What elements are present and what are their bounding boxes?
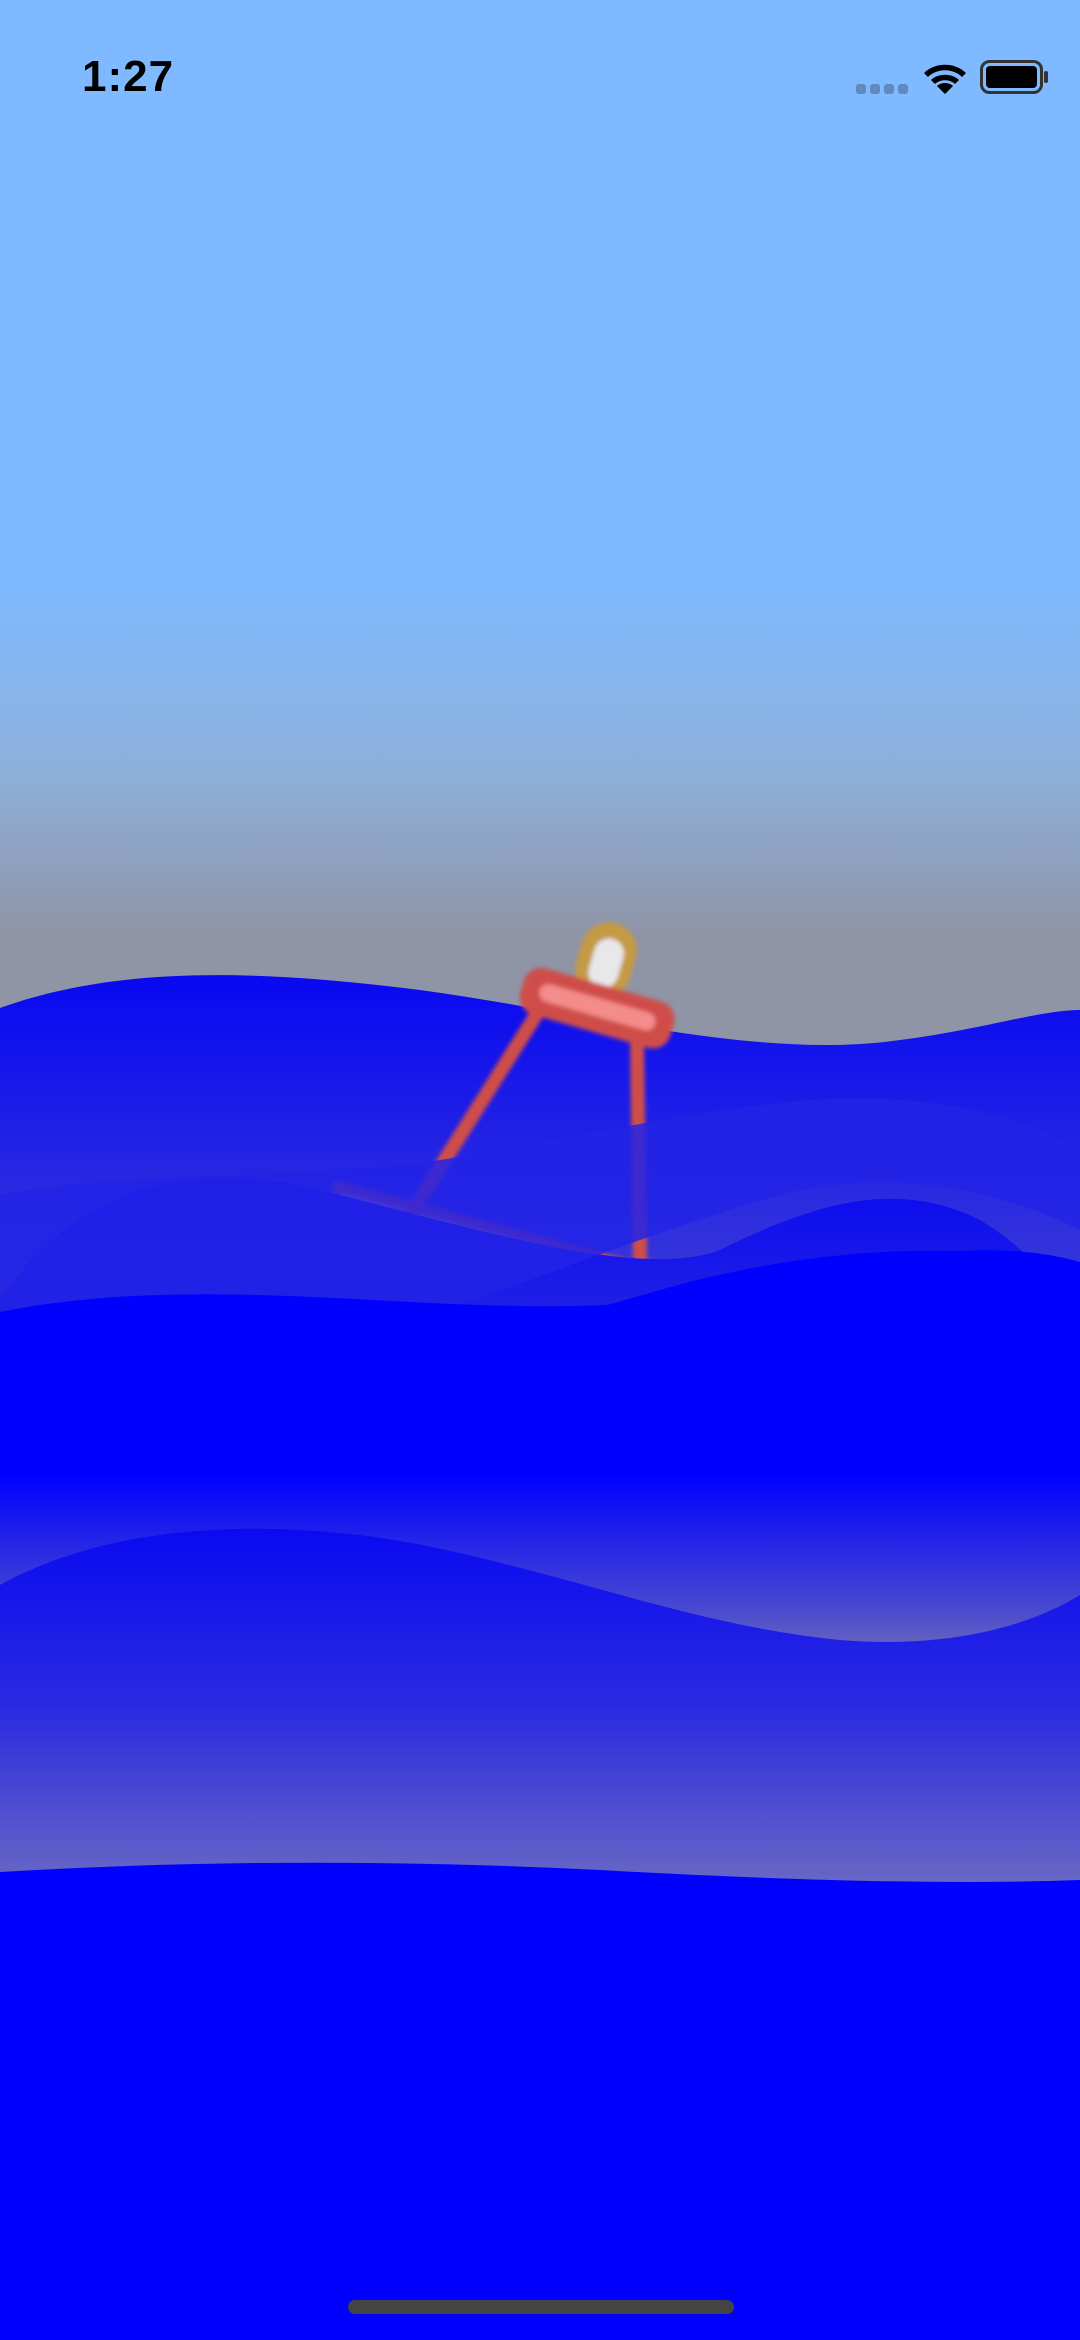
status-bar: 1:27 [0,0,1080,150]
battery-full-icon [980,60,1048,94]
wifi-icon [924,64,966,94]
status-time: 1:27 [82,52,175,101]
buoy-lamp-light [588,938,624,988]
wave-lower [0,1528,1080,1890]
cellular-signal-icon [856,84,908,96]
home-indicator[interactable] [348,2300,734,2314]
water-bottom [0,1862,1080,2340]
